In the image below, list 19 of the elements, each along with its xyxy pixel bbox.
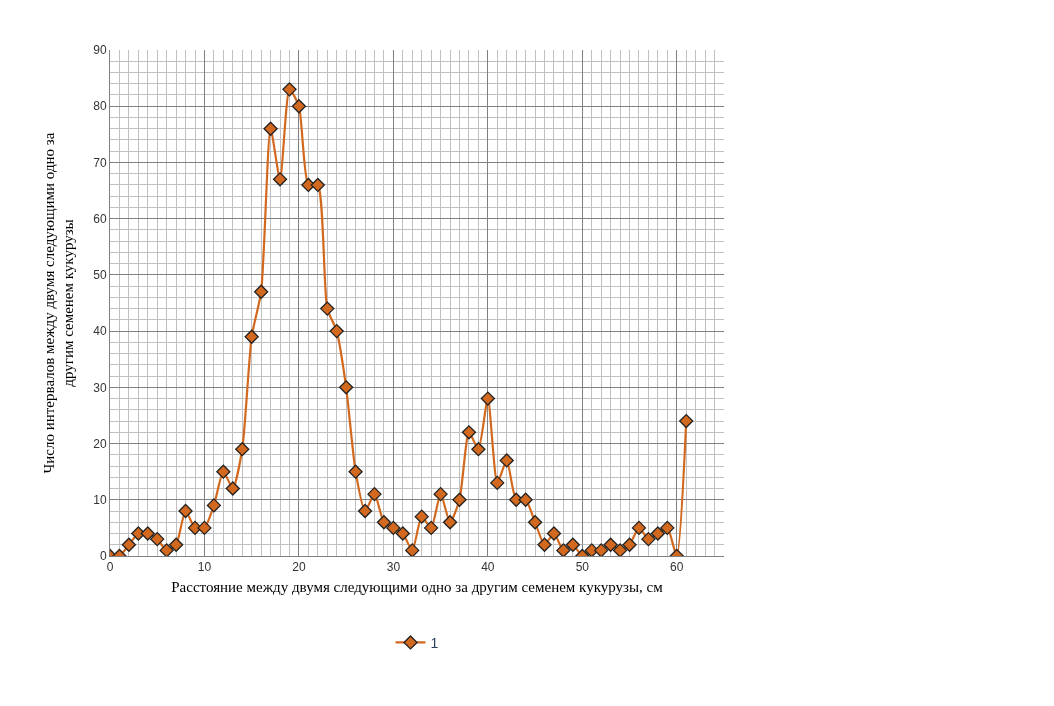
y-tick-label: 30 xyxy=(93,380,107,395)
x-tick-label: 60 xyxy=(670,560,684,575)
x-axis-title: Расстояние между двумя следующими одно за другим семенем кукурузы, см xyxy=(171,579,664,596)
y-tick-label: 0 xyxy=(99,549,107,564)
x-tick-label: 30 xyxy=(386,560,401,575)
x-tick-label: 40 xyxy=(481,560,495,575)
y-tick-label: 90 xyxy=(93,43,107,58)
y-axis-title: Число интервалов между двумя следующими одно за другим семенем кукурузы xyxy=(40,132,77,474)
y-tick-label: 10 xyxy=(93,492,107,507)
x-tick-label: 20 xyxy=(292,560,306,575)
y-tick-label: 50 xyxy=(93,268,107,283)
y-tick-label: 40 xyxy=(93,324,107,339)
y-tick-label: 20 xyxy=(93,436,107,451)
y-tick-label: 70 xyxy=(93,155,107,170)
x-tick-label: 50 xyxy=(575,560,590,575)
y-tick-label: 60 xyxy=(93,211,107,226)
y-tick-label: 80 xyxy=(93,99,107,114)
legend-label: 1 xyxy=(430,634,439,651)
x-tick-label: 10 xyxy=(197,560,212,575)
